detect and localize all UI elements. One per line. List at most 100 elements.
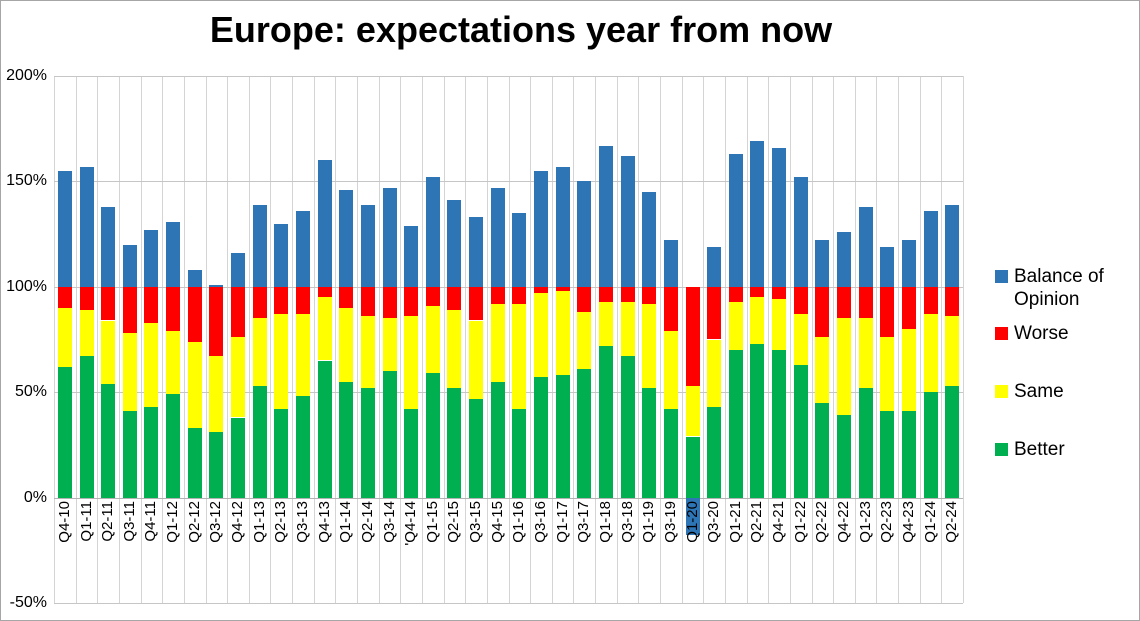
vertical-gridline (54, 76, 55, 603)
bar-segment-same (858, 318, 873, 388)
bar-segment-balance (577, 181, 592, 287)
bar-segment-better (382, 371, 397, 498)
x-axis-label: Q1-18 (596, 500, 614, 543)
bar-segment-better (901, 411, 916, 498)
bar-segment-balance (274, 223, 289, 287)
bar-segment-better (793, 364, 808, 498)
bar-segment-same (728, 301, 743, 351)
vertical-gridline (313, 76, 315, 603)
vertical-gridline (941, 76, 943, 603)
bar-segment-balance (360, 204, 375, 287)
bar-segment-same (425, 305, 440, 374)
bar-segment-better (923, 392, 938, 498)
bar-segment-better (425, 373, 440, 498)
bar-segment-same (772, 299, 786, 350)
vertical-gridline (378, 76, 380, 603)
bar-segment-better (663, 409, 678, 498)
bar-segment-same (79, 310, 94, 357)
vertical-gridline (183, 76, 185, 603)
y-axis-tick-label: 100% (6, 277, 47, 295)
bar-segment-same (209, 356, 224, 433)
legend-swatch-better (995, 443, 1008, 456)
bar-segment-balance (187, 269, 202, 287)
bar-segment-better (815, 402, 830, 498)
y-axis-tick-label: -50% (9, 594, 47, 611)
bar-segment-better (490, 381, 505, 498)
vertical-gridline (486, 76, 488, 603)
x-axis-label: Q2-21 (748, 500, 766, 543)
bar-segment-worse (57, 286, 72, 308)
bar-segment-balance (750, 141, 765, 287)
bar-segment-better (447, 388, 462, 498)
bar-segment-worse (512, 286, 527, 304)
bar-segment-same (707, 339, 722, 407)
x-axis-label: Q1-20 (683, 500, 701, 543)
bar-segment-balance (815, 240, 830, 287)
bar-segment-same (101, 320, 116, 384)
x-axis-label: Q2-14 (358, 500, 376, 543)
y-axis-tick-label: 150% (6, 172, 47, 190)
bar-segment-same (880, 337, 895, 412)
bar-segment-worse (707, 286, 722, 340)
bar-segment-balance (144, 229, 159, 287)
bar-segment-better (880, 411, 895, 498)
bar-segment-same (837, 318, 851, 416)
bar-segment-balance (512, 213, 527, 287)
bar-segment-balance (382, 187, 397, 287)
bar-segment-same (512, 303, 527, 410)
bar-segment-same (122, 333, 137, 412)
bar-segment-worse (793, 286, 808, 315)
horizontal-gridline (54, 497, 963, 499)
x-axis-label: Q1-12 (164, 500, 181, 543)
bar-segment-balance (728, 154, 743, 287)
bar-segment-better (512, 409, 527, 498)
bar-segment-better (945, 385, 960, 498)
bar-segment-worse (555, 286, 570, 291)
bar-segment-better (728, 350, 743, 498)
horizontal-gridline (54, 603, 963, 604)
bar-segment-worse (837, 286, 851, 319)
x-axis-label: Q3-14 (380, 500, 398, 543)
x-axis-label: Q1-24 (921, 500, 939, 543)
bar-segment-worse (901, 286, 916, 329)
bar-segment-same (555, 291, 570, 376)
x-axis-label: Q3-20 (705, 500, 723, 543)
legend-item: Worse (995, 322, 1132, 345)
legend-item: Better (995, 438, 1132, 461)
vertical-gridline (140, 76, 142, 603)
bar-segment-better (469, 398, 483, 498)
bar-segment-balance (425, 177, 440, 287)
x-axis-label: Q1-23 (856, 500, 874, 543)
plot-area: Q4-10 Q1-11 Q2-11 Q3-11 Q4-11 Q1-12 Q2-12 Q3-12… (54, 76, 964, 604)
bar-segment-worse (79, 286, 94, 310)
bar-segment-balance (707, 246, 722, 287)
x-axis-label: Q4-11 (142, 500, 160, 542)
bar-segment-balance (209, 284, 224, 287)
x-axis-label: Q4-22 (835, 500, 852, 543)
bar-segment-worse (404, 286, 419, 317)
y-axis-tick-label: 50% (14, 383, 47, 401)
bar-segment-same (166, 331, 180, 395)
x-axis-label: Q1-14 (337, 500, 355, 543)
vertical-gridline (421, 76, 423, 603)
bar-segment-same (685, 385, 700, 437)
bar-segment-balance (901, 240, 916, 287)
bar-segment-worse (187, 286, 202, 342)
bar-segment-worse (923, 286, 938, 315)
x-axis-label: Q2-15 (445, 500, 463, 543)
x-axis-label: Q1-11 (77, 500, 95, 542)
vertical-gridline (660, 76, 661, 603)
legend-swatch-balance-of-opinion (995, 270, 1008, 283)
vertical-gridline (789, 76, 791, 603)
bar-segment-balance (598, 145, 613, 287)
vertical-gridline (616, 76, 618, 603)
vertical-gridline (854, 76, 856, 603)
x-axis-label: Q3-19 (661, 500, 679, 543)
bar-segment-balance (469, 217, 483, 287)
bar-segment-same (815, 337, 830, 403)
vertical-gridline (595, 76, 597, 603)
bar-segment-same (274, 314, 289, 410)
legend-label: Worse (1014, 323, 1069, 344)
bar-segment-worse (144, 286, 159, 323)
